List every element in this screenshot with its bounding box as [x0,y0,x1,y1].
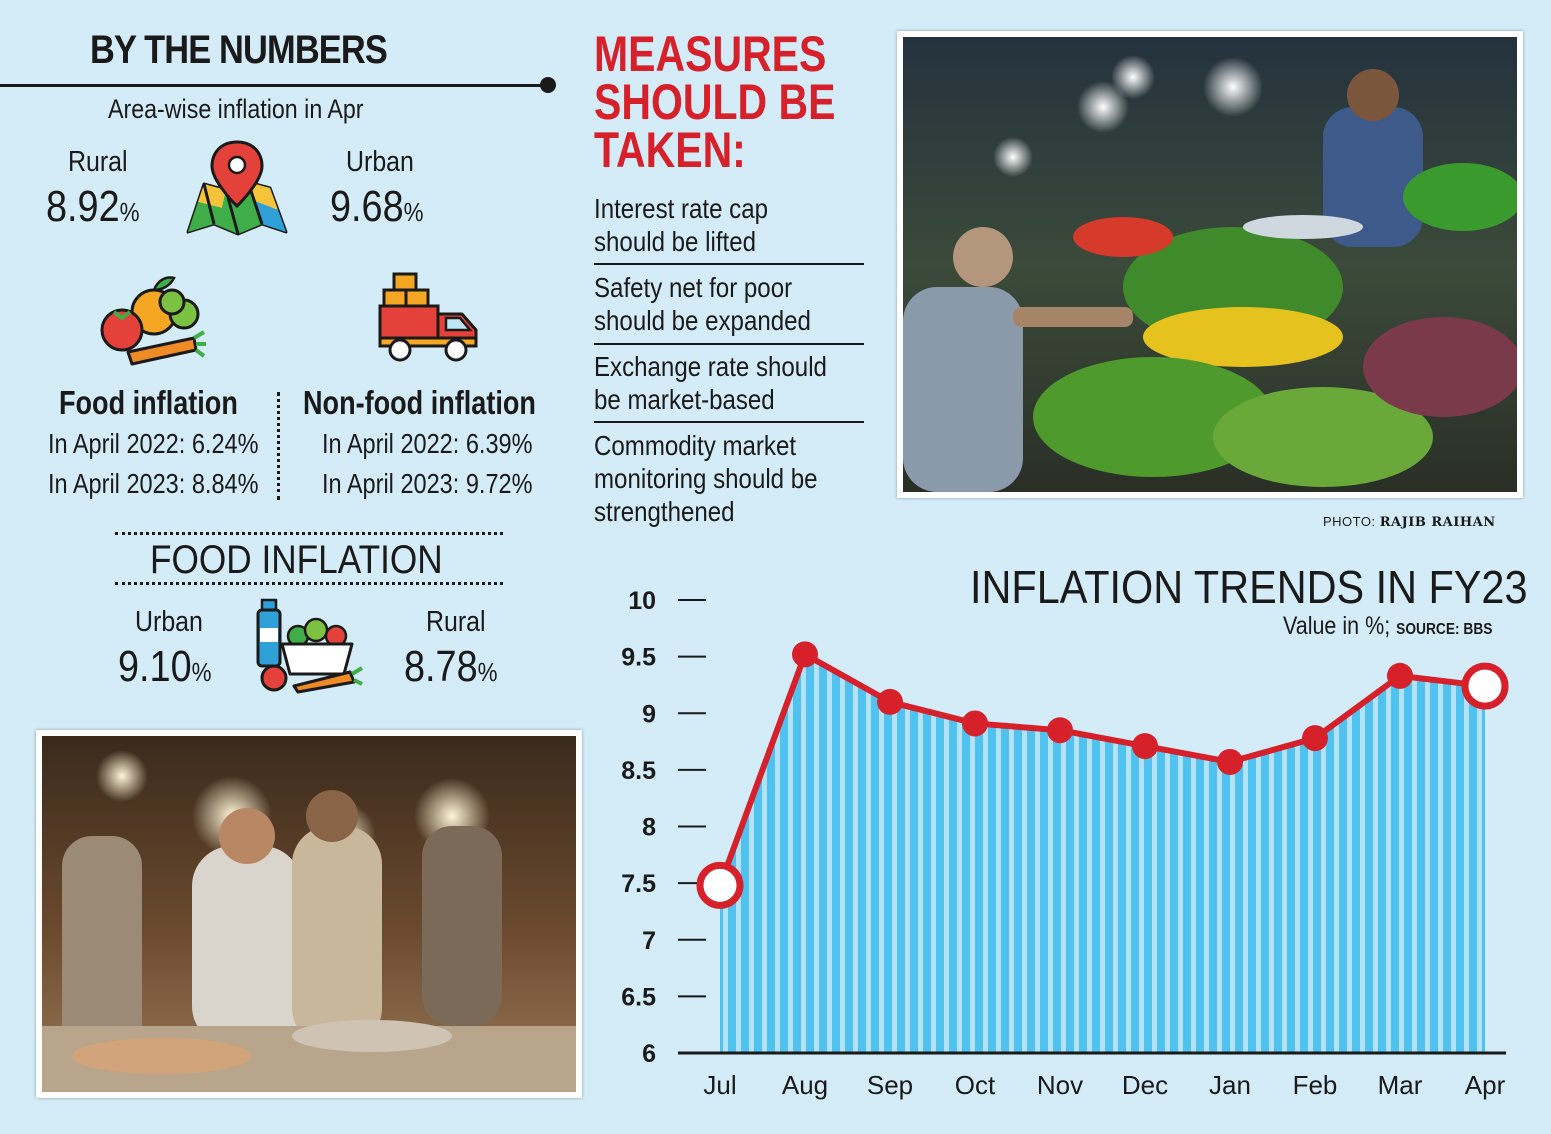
x-tick-label: Sep [867,1070,913,1100]
data-point [792,641,818,668]
vegetable-market-photo [897,31,1523,498]
data-point [1217,748,1243,775]
delivery-truck-icon [378,272,478,362]
measures-title-line: SHOULD BE [594,74,836,130]
y-tick-label: 7 [642,927,656,955]
food-urban-value: 9.10% [118,642,212,691]
vegetables-icon [100,276,206,366]
data-point [1132,733,1158,760]
y-tick-label: 8 [642,814,656,842]
measures-title-line: MEASURES [594,26,827,82]
x-tick-label: Jan [1209,1070,1251,1100]
measure-item: Interest rate cap should be lifted [594,193,769,257]
x-tick-label: Oct [955,1070,996,1100]
food-inflation-2022: In April 2022: 6.24% [48,428,259,459]
data-point [962,710,988,737]
title-rule [0,84,548,87]
photo-credit: PHOTO: RAJIB RAIHAN [1323,514,1496,530]
x-tick-label: Nov [1037,1070,1083,1100]
x-tick-label: Jul [703,1070,736,1100]
food-urban-label: Urban [135,606,203,638]
data-point [877,688,903,715]
data-point [1387,662,1413,689]
measure-item: Commodity market monitoring should be st… [594,430,818,527]
map-pin-icon [186,140,288,236]
chart-title: INFLATION TRENDS IN FY23 [970,561,1528,613]
food-inflation-2023: In April 2023: 8.84% [48,468,259,499]
y-tick-label: 9 [642,700,656,728]
chart-subtitle: Value in %; SOURCE: BBS [1283,612,1493,640]
food-rural-value: 8.78% [404,642,498,691]
measure-divider [594,263,864,265]
rural-label: Rural [68,146,128,178]
x-tick-label: Dec [1122,1070,1168,1100]
data-point-end [696,861,744,909]
food-inflation-rule-top [115,532,503,535]
x-tick-label: Aug [782,1070,828,1100]
data-point [1302,725,1328,752]
measures-title: MEASURES SHOULD BE TAKEN: [594,26,836,178]
food-inflation-heading: Food inflation [59,384,238,421]
food-inflation-rule-bottom [115,582,503,585]
column-divider [277,392,280,500]
food-inflation-title: FOOD INFLATION [150,538,443,582]
y-tick-label: 10 [628,587,656,615]
urban-label: Urban [346,146,414,178]
nonfood-inflation-2022: In April 2022: 6.39% [322,428,533,459]
urban-value: 9.68% [330,182,424,231]
measure-divider [594,343,864,345]
y-tick-label: 8.5 [621,757,656,785]
nonfood-inflation-2023: In April 2023: 9.72% [322,468,533,499]
title-rule-dot [540,77,556,93]
x-tick-label: Feb [1293,1070,1338,1100]
data-point [1047,717,1073,744]
grocery-basket-icon [256,598,364,694]
measures-title-line: TAKEN: [594,122,746,178]
measure-item: Exchange rate should be market-based [594,351,827,415]
area-fill [720,654,1485,1053]
y-tick-label: 9.5 [621,644,656,672]
food-rural-label: Rural [426,606,486,638]
by-the-numbers-title: BY THE NUMBERS [90,28,388,72]
data-point-end [1461,662,1509,710]
y-tick-label: 6 [642,1040,656,1068]
area-subtitle: Area-wise inflation in Apr [108,94,364,124]
measure-item: Safety net for poor should be expanded [594,272,811,336]
nonfood-inflation-heading: Non-food inflation [303,384,536,421]
y-tick-label: 7.5 [621,870,656,898]
x-tick-label: Apr [1465,1070,1506,1100]
fish-market-photo [36,730,582,1098]
measure-divider [594,421,864,423]
series-line [717,651,1486,887]
y-tick-label: 6.5 [621,983,656,1011]
x-tick-label: Mar [1378,1070,1423,1100]
rural-value: 8.92% [46,182,140,231]
